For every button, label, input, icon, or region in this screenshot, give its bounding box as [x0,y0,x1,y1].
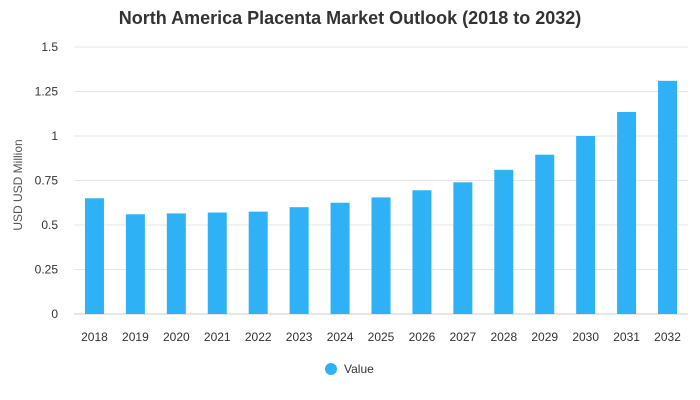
bar-2019[interactable] [125,214,145,314]
x-tick-label: 2026 [409,330,436,344]
x-tick-label: 2024 [327,330,354,344]
bar-2018[interactable] [84,198,104,314]
x-tick-label: 2029 [531,330,558,344]
x-tick-label: 2028 [490,330,517,344]
x-axis-ticks: 2018 2019 2020 2021 2022 2023 2024 2025 2026 2027… [81,330,681,344]
x-tick-label: 2021 [204,330,231,344]
y-tick-label: 1.5 [41,40,58,54]
bars [84,80,678,314]
bar-2030[interactable] [576,136,596,314]
y-axis-title: USD USD Million [11,139,25,230]
bar-2022[interactable] [248,211,268,314]
bar-2026[interactable] [412,190,432,314]
y-tick-label: 0.25 [35,263,59,277]
x-tick-label: 2018 [81,330,108,344]
x-tick-label: 2020 [163,330,190,344]
legend[interactable]: Value [325,362,374,376]
x-tick-label: 2031 [613,330,640,344]
bar-2020[interactable] [166,213,186,314]
y-tick-label: 0.5 [41,218,58,232]
y-tick-label: 1.25 [35,85,59,99]
y-tick-label: 0.75 [35,174,59,188]
x-tick-label: 2032 [654,330,681,344]
chart-title: North America Placenta Market Outlook (2… [118,8,582,28]
bar-2021[interactable] [207,212,227,314]
bar-2024[interactable] [330,202,350,314]
x-tick-label: 2027 [450,330,477,344]
bar-2031[interactable] [617,111,637,314]
bar-2023[interactable] [289,207,309,314]
y-tick-label: 1 [51,129,58,143]
x-tick-label: 2023 [286,330,313,344]
bar-2032[interactable] [658,80,678,314]
x-tick-label: 2030 [572,330,599,344]
x-tick-label: 2019 [122,330,149,344]
bar-2029[interactable] [535,154,555,314]
y-tick-label: 0 [51,307,58,321]
y-axis-ticks: 0 0.25 0.5 0.75 1 1.25 1.5 [35,40,59,321]
x-tick-label: 2025 [368,330,395,344]
x-tick-label: 2022 [245,330,272,344]
bar-2028[interactable] [494,169,514,314]
legend-swatch-value [325,363,337,375]
legend-label-value: Value [344,362,374,376]
bar-2025[interactable] [371,197,391,314]
bar-2027[interactable] [453,182,473,314]
